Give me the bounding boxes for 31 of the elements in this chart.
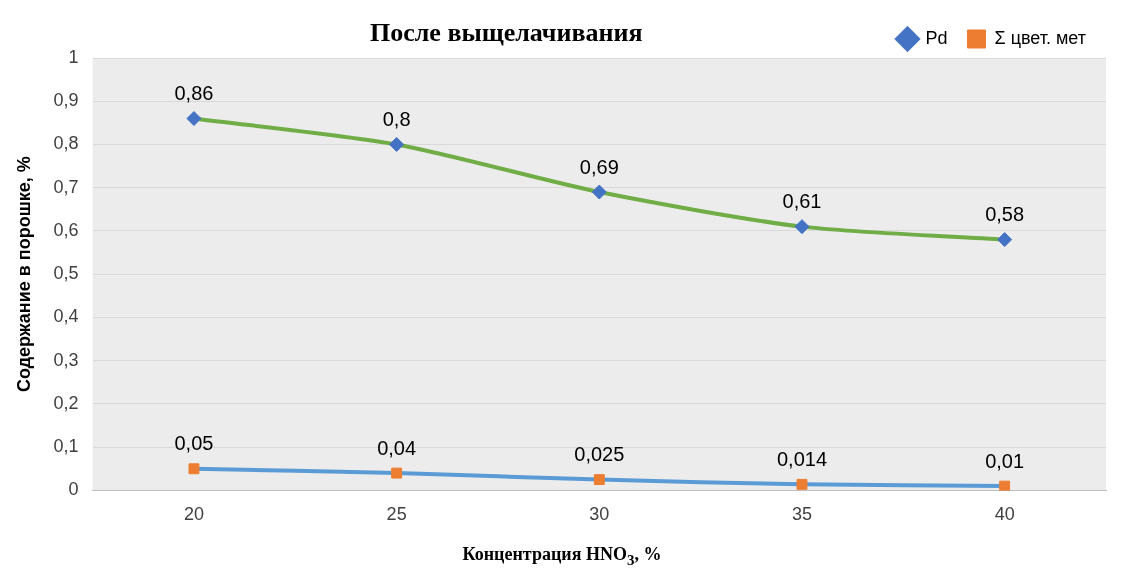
y-tick-label: 0,6 — [53, 219, 79, 240]
x-tick-label: 20 — [183, 504, 204, 525]
legend-label: Pd — [925, 27, 948, 48]
data-label: 0,04 — [377, 436, 417, 459]
data-label: 0,014 — [776, 447, 828, 470]
y-axis-title: Содержание в порошке, % — [13, 156, 34, 393]
x-tick-label: 35 — [791, 504, 812, 525]
y-tick-label: 0,9 — [53, 90, 79, 111]
y-tick-label: 0,2 — [53, 392, 79, 413]
y-tick-label: 1 — [68, 46, 79, 67]
data-label: 0,8 — [382, 108, 411, 130]
y-tick-label: 0,3 — [53, 349, 79, 370]
data-label: 0,86 — [174, 82, 214, 105]
data-label: 0,61 — [782, 190, 822, 213]
chart-title: После выщелачивания — [370, 18, 643, 48]
data-label: 0,69 — [579, 155, 619, 178]
y-tick-label: 0 — [68, 479, 79, 500]
y-tick-label: 0,5 — [53, 263, 79, 284]
data-label: 0,01 — [985, 449, 1025, 472]
x-tick-label: 40 — [994, 504, 1015, 525]
data-label: 0,05 — [174, 432, 214, 455]
data-label: 0,025 — [574, 443, 625, 466]
data-label: 0,58 — [985, 203, 1025, 226]
x-tick-label: 25 — [386, 504, 407, 525]
y-tick-label: 0,7 — [53, 176, 79, 197]
y-tick-label: 0,4 — [53, 306, 79, 327]
y-tick-label: 0,1 — [53, 436, 79, 457]
x-axis-title: Концентрация HNO$_{3}$, % — [461, 544, 663, 569]
y-tick-label: 0,8 — [53, 133, 79, 154]
legend-label: Σ цвет. мет — [994, 27, 1087, 48]
x-tick-label: 30 — [589, 504, 610, 525]
